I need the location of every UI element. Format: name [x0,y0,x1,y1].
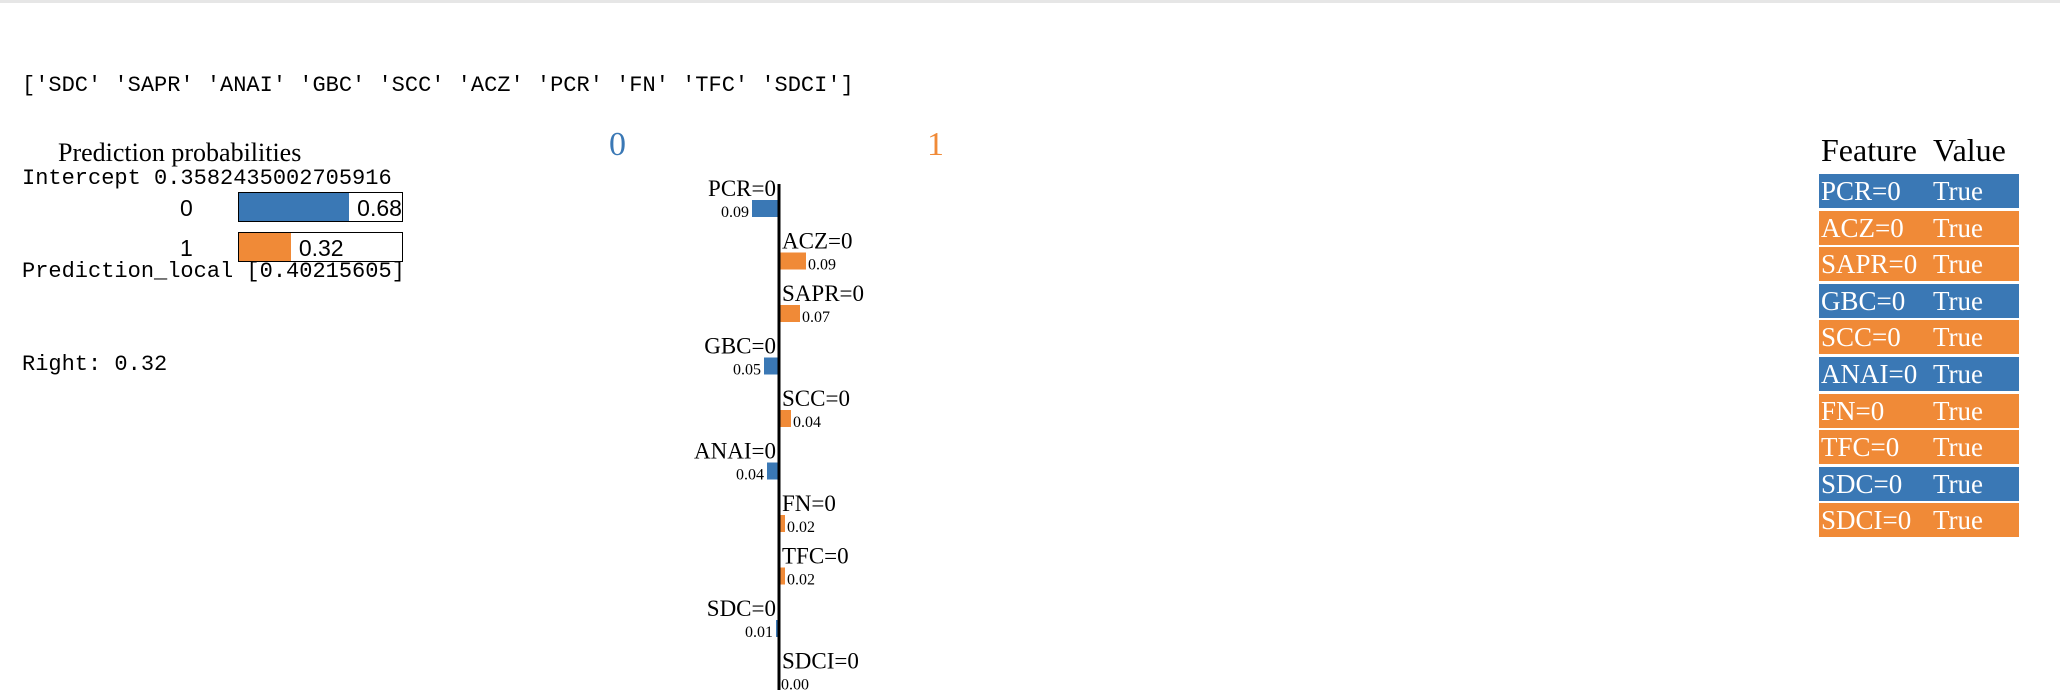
console-line-intercept: Intercept 0.3582435002705916 [22,166,392,191]
table-row: TFC=0 True [1819,430,2019,465]
table-cell-value: True [1933,285,1984,316]
table-cell-feature: SDCI=0 [1821,505,1912,536]
table-cell-value: True [1933,432,1984,463]
table-row: SDC=0 True [1819,466,2019,501]
feature-weight-label: 0.02 [787,572,815,589]
prob-value-label: 0.68 [357,195,402,221]
prob-bar-frame: 0.32 [238,232,403,262]
prob-bar [239,233,291,261]
table-cell-value: True [1933,212,1984,243]
feature-bar [752,200,779,217]
prob-bar-frame: 0.68 [238,192,403,222]
feature-weight-label: 0.04 [736,467,764,484]
table-cell-feature: ACZ=0 [1821,212,1904,243]
feature-bar [767,462,779,480]
feature-name-label: SAPR=0 [782,281,864,306]
table-row: PCR=0 True [1819,174,2019,208]
table-cell-feature: TFC=0 [1821,432,1900,463]
feature-weight-label: 0.00 [781,677,809,694]
table-cell-value: True [1933,359,1984,389]
table-row: SAPR=0 True [1819,247,2019,282]
table-cell-value: True [1933,249,1984,280]
prediction-probabilities-title: Prediction probabilities [58,138,302,167]
table-header-value: Value [1933,132,2006,168]
prob-value-label: 0.32 [298,235,344,261]
feature-bar [779,515,785,532]
table-cell-feature: GBC=0 [1821,285,1906,316]
table-cell-feature: FN=0 [1821,395,1885,426]
prob-class-label: 1 [180,235,193,261]
table-header-feature: Feature [1821,132,1917,168]
feature-name-label: GBC=0 [704,334,776,359]
feature-name-label: ACZ=0 [782,229,852,254]
table-cell-feature: ANAI=0 [1821,359,1918,389]
feature-name-label: SDCI=0 [782,649,859,674]
console-line-right: Right: 0.32 [22,352,168,377]
table-cell-value: True [1933,322,1984,353]
console-line-prediction-local: Prediction_local [0.40215605] [22,259,405,284]
feature-weight-label: 0.04 [793,414,821,431]
table-row: ACZ=0 True [1819,210,2019,245]
feature-weight-label: 0.05 [733,362,761,379]
feature-name-label: TFC=0 [782,544,849,569]
table-row: FN=0 True [1819,393,2019,428]
feature-weight-label: 0.02 [787,519,815,536]
table-cell-feature: SAPR=0 [1821,249,1918,280]
feature-weight-label: 0.09 [808,257,836,274]
table-row: SDCI=0 True [1819,503,2019,538]
prob-bar [239,193,350,221]
top-divider [0,0,2060,3]
feature-name-label: PCR=0 [708,176,776,201]
table-cell-feature: SDC=0 [1821,468,1903,499]
feature-bar [779,567,785,585]
feature-bar [764,357,779,375]
table-cell-value: True [1933,395,1984,426]
table-cell-feature: SCC=0 [1821,322,1901,353]
feature-bar [779,252,806,270]
feature-weight-label: 0.01 [745,624,773,641]
table-cell-value: True [1933,505,1984,536]
feature-name-label: ANAI=0 [694,439,776,464]
feature-weight-label: 0.09 [721,204,749,221]
feature-weight-label: 0.07 [802,309,830,326]
table-row: SCC=0 True [1819,320,2019,355]
class-label-0: 0 [609,126,626,163]
feature-name-label: SCC=0 [782,386,850,411]
prob-class-label: 0 [180,195,193,221]
table-row: ANAI=0 True [1819,357,2019,391]
class-label-1: 1 [927,126,944,163]
feature-name-label: FN=0 [782,491,836,516]
feature-bar [779,305,800,322]
console-output: ['SDC' 'SAPR' 'ANAI' 'GBC' 'SCC' 'ACZ' '… [22,8,854,411]
table-cell-feature: PCR=0 [1821,176,1901,206]
table-cell-value: True [1933,176,1984,206]
console-line-features: ['SDC' 'SAPR' 'ANAI' 'GBC' 'SCC' 'ACZ' '… [22,73,854,98]
table-cell-value: True [1933,468,1984,499]
table-row: GBC=0 True [1819,283,2019,318]
feature-name-label: SDC=0 [707,596,776,621]
feature-bar [779,410,791,427]
